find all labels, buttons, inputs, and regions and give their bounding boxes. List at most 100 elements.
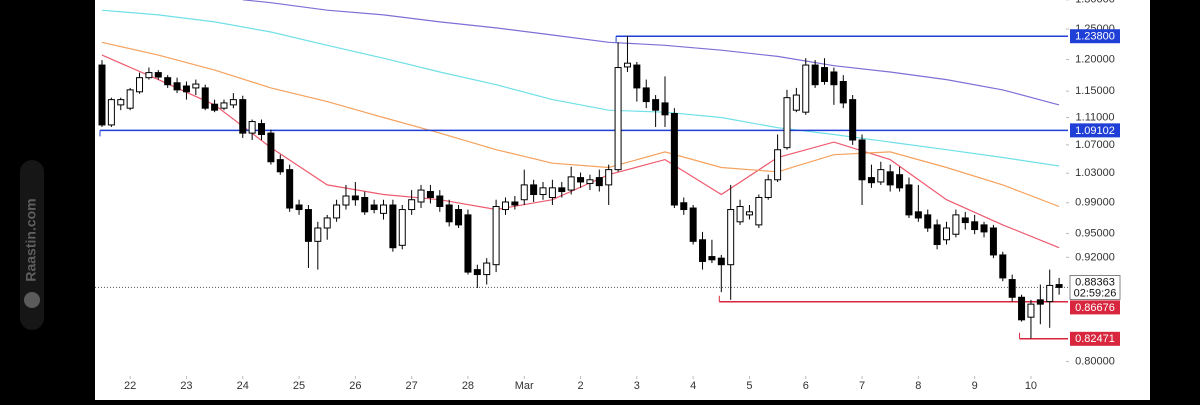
x-tick-label: 23 [180, 380, 192, 392]
candle-body [755, 196, 763, 226]
candle-body [1046, 284, 1054, 303]
candle-body [126, 89, 134, 109]
candle-body [980, 224, 988, 233]
y-tick-label: 1.07000 [1075, 139, 1115, 151]
candle-body [520, 184, 528, 201]
candle-body [154, 72, 162, 78]
x-tick-label: 2 [577, 380, 583, 392]
candle-body [670, 113, 678, 206]
x-tick-label: Mar [515, 380, 534, 392]
candle-body [436, 195, 444, 208]
candle-body [398, 209, 406, 246]
price-line-badge [1070, 331, 1120, 346]
moving-average-line [242, 0, 1060, 106]
candle-body [361, 196, 369, 213]
candle-body [173, 82, 181, 91]
candle-body [971, 221, 979, 231]
candle-body [248, 121, 256, 134]
watermark-logo [24, 292, 40, 308]
candle-body [914, 211, 922, 219]
candle-body [961, 217, 969, 224]
candle-body [633, 64, 641, 89]
candle-body [821, 67, 829, 82]
candle-body [192, 83, 200, 89]
candle-body [652, 99, 660, 111]
candle-body [164, 77, 172, 86]
candle-body [586, 179, 594, 184]
x-tick-label: 9 [972, 380, 978, 392]
candle-body [877, 169, 885, 183]
candle-body [501, 201, 509, 211]
candle-body [323, 217, 331, 229]
candle-body [1008, 279, 1016, 298]
candle-body [595, 177, 603, 187]
candle-body [98, 64, 106, 126]
candle-body [849, 99, 857, 141]
last-price-badge [1069, 275, 1121, 300]
moving-average-line [101, 41, 1060, 208]
x-tick-label: 22 [124, 380, 136, 392]
candle-body [830, 71, 838, 86]
candle-body [314, 227, 322, 242]
price-line-label: 0.82471 [1075, 333, 1115, 345]
candle-body [511, 201, 519, 206]
x-tick-label: 25 [293, 380, 305, 392]
candle-body [342, 195, 350, 206]
candle-body [745, 211, 753, 216]
y-tick-label: 0.80000 [1075, 355, 1115, 367]
candle-body [136, 77, 144, 93]
candle-body [708, 256, 716, 261]
candle-body [220, 102, 228, 109]
candle-body [548, 187, 556, 198]
last-price-label: 0.88363 [1075, 276, 1115, 288]
price-line-badge [1070, 123, 1120, 138]
candle-body [455, 209, 463, 226]
candle-body [952, 214, 960, 235]
candle-body [802, 64, 810, 113]
candle-body [689, 207, 697, 242]
y-tick-label: 0.95000 [1075, 227, 1115, 239]
candle-body [267, 132, 275, 163]
candle-body [614, 67, 622, 171]
candle-body [107, 99, 115, 126]
candle-body [699, 239, 707, 262]
candle-body [145, 72, 153, 79]
y-tick-label: 1.15000 [1075, 85, 1115, 97]
candle-body [464, 214, 472, 273]
price-line-badge [1070, 29, 1120, 44]
x-tick-label: 6 [803, 380, 809, 392]
y-tick-label: 0.99000 [1075, 197, 1115, 209]
x-tick-label: 24 [237, 380, 249, 392]
candle-body [530, 184, 538, 196]
y-tick-label: 1.03000 [1075, 167, 1115, 179]
x-tick-label: 4 [690, 380, 696, 392]
price-line-label: 1.09102 [1075, 125, 1115, 137]
candle-body [924, 214, 932, 229]
candle-body [229, 99, 237, 106]
candle-body [783, 97, 791, 149]
x-tick-label: 27 [406, 380, 418, 392]
candle-body [943, 227, 950, 241]
candle-body [417, 189, 425, 203]
x-tick-label: 10 [1025, 380, 1037, 392]
candle-body [577, 177, 585, 183]
watermark-pill [20, 160, 44, 330]
candle-body [933, 224, 941, 246]
candle-body [905, 184, 913, 216]
x-tick-label: 8 [915, 380, 921, 392]
candle-body [886, 171, 894, 186]
candle-body [333, 204, 341, 219]
candle-body [445, 204, 453, 223]
candle-body [623, 62, 631, 68]
y-tick-label: 1.11000 [1076, 111, 1115, 123]
candle-body [896, 174, 904, 189]
candle-body [989, 227, 997, 256]
candle-body [304, 209, 312, 242]
candle-body [717, 257, 725, 266]
candle-body [999, 254, 1007, 279]
countdown-label: 02:59:26 [1074, 287, 1117, 299]
x-tick-label: 7 [859, 380, 865, 392]
candle-body [492, 206, 500, 266]
candle-body [539, 187, 547, 196]
